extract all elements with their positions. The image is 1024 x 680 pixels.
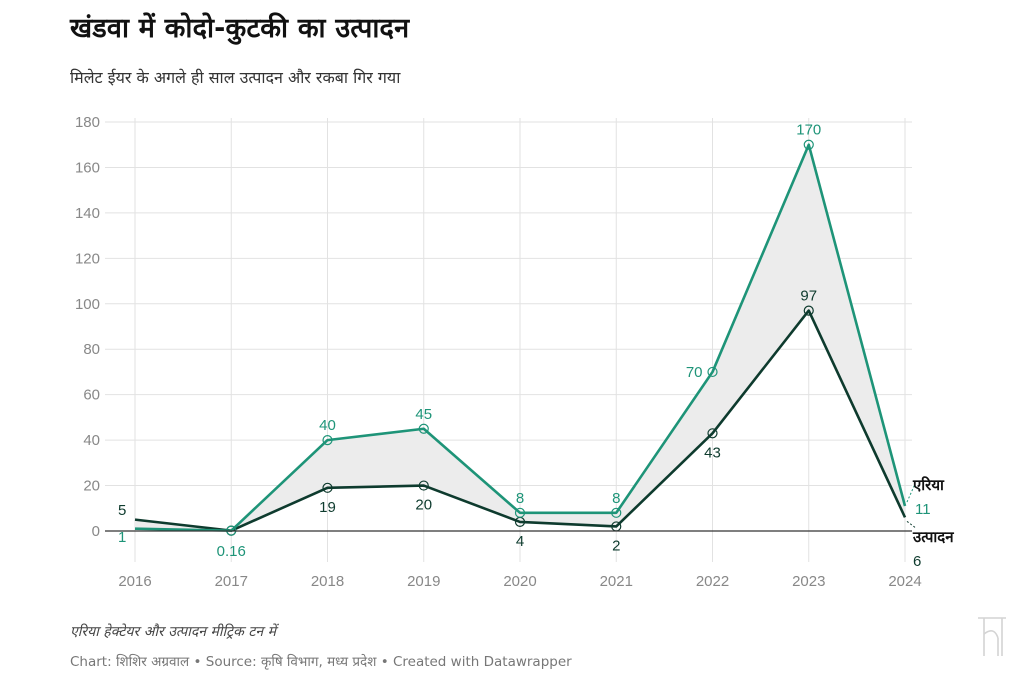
area-legend-label: एरिया — [912, 476, 945, 494]
byline-separator: • — [376, 654, 393, 670]
y-tick-label: 0 — [92, 523, 100, 540]
x-tick-label: 2019 — [407, 573, 440, 590]
byline-source: कृषि विभाग, मध्य प्रदेश — [260, 654, 377, 670]
x-tick-label: 2023 — [792, 573, 825, 590]
production-point — [418, 480, 429, 491]
production-point — [803, 305, 814, 316]
area-data-label: 8 — [612, 490, 620, 507]
area-point — [707, 366, 718, 378]
line-chart: 5 1 0.16 40 19 45 20 8 4 8 2 70 43 170 97 एरिया 11 उत्पाद… — [75, 114, 954, 590]
y-tick-label: 40 — [83, 432, 100, 449]
data-labels: 5 1 0.16 40 19 45 20 8 4 8 2 70 43 170 97 एरिया 11 उत्पाद… — [118, 122, 954, 570]
production-data-label: 20 — [415, 497, 432, 514]
chart-byline: Chart: शिशिर अग्रवाल • Source: कृषि विभा… — [70, 652, 572, 670]
area-data-label: 170 — [796, 122, 821, 139]
area-data-label: 45 — [415, 406, 432, 423]
area-data-label: 70 — [686, 364, 703, 381]
y-tick-label: 120 — [75, 250, 100, 267]
production-point — [322, 482, 333, 493]
chart-subtitle: मिलेट ईयर के अगले ही साल उत्पादन और रकबा… — [70, 68, 401, 87]
y-tick-label: 60 — [83, 387, 100, 404]
byline-source-prefix: Source: — [205, 654, 261, 670]
area-point — [418, 423, 429, 434]
chart-title: खंडवा में कोदो-कुटकी का उत्पादन — [70, 13, 410, 44]
byline-author: शिशिर अग्रवाल — [115, 654, 190, 670]
production-data-label: 19 — [319, 499, 336, 516]
production-data-label: 97 — [800, 288, 817, 305]
y-tick-label: 20 — [83, 478, 100, 495]
y-tick-label: 100 — [75, 296, 100, 313]
byline-separator: • — [189, 654, 206, 670]
x-tick-label: 2020 — [503, 573, 536, 590]
production-data-label: 6 — [913, 553, 921, 570]
x-tick-label: 2022 — [696, 573, 729, 590]
byline-created-with: Created with Datawrapper — [392, 654, 572, 670]
area-legend-leader — [906, 483, 916, 503]
production-point — [707, 428, 718, 439]
x-tick-label: 2016 — [118, 573, 151, 590]
byline-chart-prefix: Chart: — [70, 654, 116, 670]
gridlines — [105, 118, 912, 562]
y-tick-label: 80 — [83, 341, 100, 358]
chart-notes: एरिया हेक्टेयर और उत्पादन मीट्रिक टन में — [70, 624, 276, 640]
area-point — [514, 507, 526, 518]
area-data-label: 0.16 — [217, 543, 246, 560]
area-data-label: 1 — [118, 529, 126, 546]
production-data-label: 4 — [516, 533, 524, 550]
y-tick-label: 180 — [75, 114, 100, 131]
area-data-label: 8 — [516, 490, 524, 507]
production-data-label: 5 — [118, 502, 126, 519]
area-point — [322, 435, 333, 446]
between-series-fill — [135, 144, 905, 531]
x-tick-label: 2017 — [215, 573, 248, 590]
area-point — [611, 507, 622, 518]
x-tick-label: 2018 — [311, 573, 344, 590]
x-tick-label: 2021 — [600, 573, 633, 590]
area-between-series — [135, 144, 905, 531]
area-data-label: 11 — [915, 501, 931, 518]
production-data-label: 43 — [704, 444, 721, 461]
y-tick-label: 160 — [75, 159, 100, 176]
production-data-label: 2 — [612, 537, 620, 554]
area-line — [134, 143, 907, 532]
x-tick-label: 2024 — [888, 573, 921, 590]
production-line — [134, 309, 907, 532]
area-data-label: 40 — [319, 417, 336, 434]
series-lines — [134, 143, 907, 532]
y-tick-label: 140 — [75, 205, 100, 222]
publisher-logo-icon — [978, 617, 1006, 656]
production-legend-leader — [906, 520, 916, 528]
area-point — [803, 139, 814, 150]
production-legend-label: उत्पादन — [912, 529, 954, 546]
